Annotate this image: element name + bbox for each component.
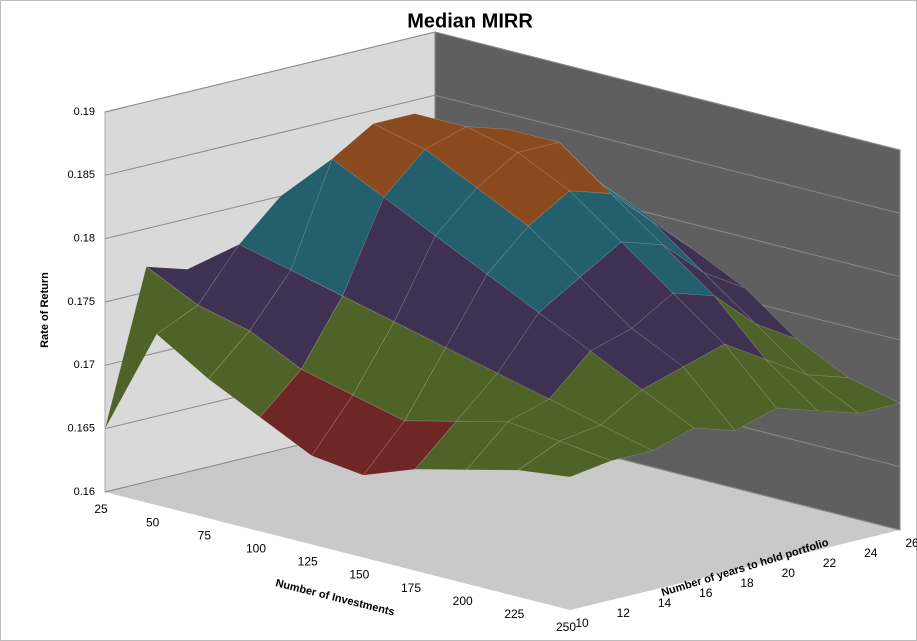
x-tick-label: 125 — [298, 555, 318, 569]
y-tick-label: 0.165 — [67, 423, 95, 435]
y-tick-label: 0.17 — [74, 359, 95, 371]
x-tick-label: 175 — [401, 581, 421, 595]
x-tick-label: 25 — [94, 502, 108, 516]
grid-line — [104, 31, 901, 151]
y-tick-label: 0.19 — [74, 106, 95, 118]
surface-cell — [517, 440, 613, 478]
depth-tick-label: 18 — [740, 576, 754, 590]
y-tick-label: 0.18 — [74, 233, 95, 245]
x-tick-label: 225 — [504, 607, 524, 621]
depth-tick-label: 10 — [575, 616, 589, 630]
y-tick-label: 0.185 — [67, 169, 95, 181]
surface — [104, 113, 902, 478]
x-tick-label: 200 — [453, 594, 473, 608]
depth-tick-label: 24 — [864, 546, 878, 560]
x-tick-label: 150 — [349, 568, 369, 582]
x-tick-label: 100 — [246, 542, 266, 556]
x-tick-label: 75 — [198, 528, 212, 542]
depth-tick-label: 20 — [782, 566, 796, 580]
chart-title: Median MIRR — [407, 10, 533, 32]
depth-tick-label: 16 — [699, 586, 713, 600]
floor — [105, 412, 900, 610]
depth-tick-label: 26 — [905, 536, 917, 550]
y-tick-label: 0.16 — [74, 486, 95, 498]
depth-tick-label: 22 — [823, 556, 837, 570]
y-tick-label: 0.175 — [67, 296, 95, 308]
x-tick-label: 50 — [146, 515, 160, 529]
depth-tick-label: 14 — [658, 596, 672, 610]
grid-line — [104, 94, 901, 214]
x-tick-label: 250 — [556, 620, 576, 634]
depth-tick-label: 12 — [617, 606, 631, 620]
y-axis-title: Rate of Return — [39, 272, 51, 348]
